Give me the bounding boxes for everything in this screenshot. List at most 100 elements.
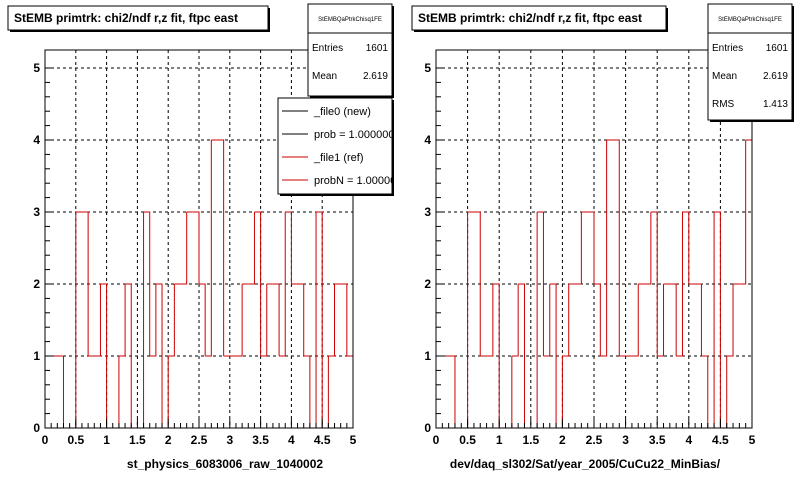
histogram-bin [137,212,145,429]
chart-title: StEMB primtrk: chi2/ndf r,z fit, ftpc ea… [14,11,238,25]
legend-entries: _file0 (new) prob = 1.000000 _file1 (ref) p… [282,106,402,187]
histogram-bin [149,284,157,357]
histogram-bin [340,283,348,356]
y-tick-label: 5 [33,61,40,75]
x-tick-label: 5 [749,433,756,447]
histogram-bin [562,284,570,357]
histogram-bin [162,356,169,429]
histogram-bin [594,283,601,356]
stats-entries-label: Entries [712,43,743,54]
histogram-bin [549,283,557,428]
y-tick-label: 1 [424,349,431,363]
histogram-bin [676,212,683,357]
histogram-bin [316,211,323,428]
axis-ticks: 0 0.5 1 1.5 2 2.5 3 3.5 4 4.5 5 0 1 2 3 4 5 [424,61,755,447]
x-tick-label: 4.5 [314,433,331,447]
x-tick-label: 0 [433,433,440,447]
histogram-bin [575,212,582,285]
x-tick-label: 3.5 [252,433,269,447]
y-tick-label: 4 [424,133,431,147]
histogram-bin [556,356,563,429]
histogram-bin [192,211,200,284]
y-tick-label: 1 [33,349,40,363]
histogram-bin [100,283,108,428]
x-axis-label: dev/daq_sl302/Sat/year_2005/CuCu22_MinBi… [450,457,721,471]
histogram-bin [657,284,665,357]
histogram-bin [143,211,151,356]
x-tick-label: 1 [103,433,110,447]
histogram-bin [511,284,519,357]
chart-panel-1: 0 0.5 1 1.5 2 2.5 3 3.5 4 4.5 5 0 1 2 3 4 5 st_physics_60… [7,3,402,471]
y-tick-label: 4 [33,133,40,147]
histogram-bin [322,356,329,429]
y-tick-label: 2 [33,277,40,291]
histogram-bin [726,284,734,357]
title-box: StEMB primtrk: chi2/ndf r,z fit, ftpc ea… [411,5,668,32]
legend-entry: _file0 (new) [313,106,371,118]
y-tick-label: 3 [33,205,40,219]
histogram-bin [217,139,225,356]
histogram-bin [600,140,608,357]
histogram-bin [612,139,620,356]
histogram-bin [309,212,317,429]
stats-name: StEMBQaPtrkChisq1FE [718,17,782,23]
histogram-bin [473,211,481,356]
stats-entries-value: 1601 [766,43,789,54]
x-tick-label: 4.5 [712,433,729,447]
histogram-bin [112,356,120,429]
histogram-bin [346,355,354,428]
x-tick-label: 0 [42,433,49,447]
histogram-bin [328,284,336,357]
x-tick-label: 2.5 [586,433,603,447]
histogram-bin [235,284,243,357]
x-tick-label: 5 [350,433,357,447]
legend-entry: probN = 1.000000 [314,175,402,187]
x-tick-label: 3 [622,433,629,447]
y-tick-label: 0 [33,421,40,435]
histogram-bin [682,211,690,284]
x-tick-label: 1.5 [522,433,539,447]
histogram-bin [518,283,525,428]
histogram-bin [180,212,188,285]
y-tick-label: 2 [424,277,431,291]
histogram-bin [44,355,52,428]
histogram-bin [530,212,538,429]
histogram-bin [303,355,311,428]
axis-ticks: 0 0.5 1 1.5 2 2.5 3 3.5 4 4.5 5 0 1 2 3 4 5 [33,61,356,447]
histogram-bin [669,283,677,356]
histogram-bin [505,356,513,429]
title-box-frame [7,5,269,31]
x-tick-label: 0.5 [459,433,476,447]
histogram-bin [461,212,469,429]
histogram-bin [435,355,443,428]
chart-panel-2: 0 0.5 1 1.5 2 2.5 3 3.5 4 4.5 5 0 1 2 3 4 5 dev/daq_sl302… [411,3,794,471]
stats-entries-value: 1601 [366,43,389,54]
histogram-bin [57,355,64,428]
histogram-bin [248,212,255,285]
histogram-bin [168,284,175,357]
histogram-bin [81,211,89,356]
stats-mean-value: 2.619 [763,71,788,82]
stats-rms-label: RMS [712,99,735,110]
legend-frame [277,97,393,195]
histogram-bin [631,284,639,357]
y-tick-label: 0 [424,421,431,435]
histogram-bin [720,356,728,429]
histogram-bin [285,211,292,284]
stats-mean-label: Mean [312,71,337,82]
y-tick-label: 3 [424,205,431,219]
histogram-bin [448,355,456,428]
histogram-bin [486,284,494,357]
y-tick-label: 5 [424,61,431,75]
title-box: StEMB primtrk: chi2/ndf r,z fit, ftpc ea… [7,5,270,32]
histogram [44,139,354,429]
x-tick-label: 1.5 [129,433,146,447]
histogram-bin [279,212,286,357]
x-tick-label: 2.5 [191,433,208,447]
legend-entry: prob = 1.000000 [314,129,394,141]
histogram-bin [260,284,268,357]
histogram-bin [125,283,132,428]
x-axis-label: st_physics_6083006_raw_1040002 [127,457,323,471]
histogram-bin [537,211,544,356]
